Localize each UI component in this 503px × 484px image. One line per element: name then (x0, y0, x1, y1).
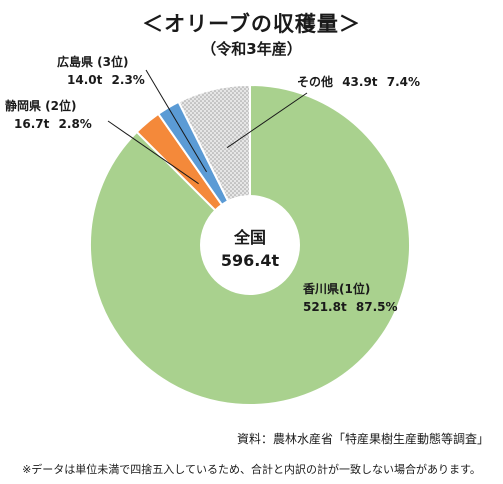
total-value: 596.4t (221, 251, 280, 270)
footnote-text: ※データは単位未満で四捨五入しているため、合計と内訳の計が一致しない場合がありま… (22, 463, 481, 476)
svg-text:16.7t 2.8%: 16.7t 2.8% (14, 117, 92, 131)
slice-percent-hiroshima: 2.3% (112, 73, 145, 87)
slice-label-other: その他 (297, 74, 333, 89)
slice-label-hiroshima: 広島県 (3位) (57, 54, 129, 69)
slice-label-kagawa: 香川県(1位) (302, 281, 370, 296)
leader-line-hiroshima (145, 69, 207, 173)
leader-line-other (226, 92, 308, 149)
leader-line-shizuoka (107, 120, 199, 185)
slice-percent-shizuoka: 2.8% (59, 117, 92, 131)
chart-subtitle: （令和3年産） (201, 40, 302, 58)
source-text: 資料：農林水産省「特産果樹生産動態等調査」 (236, 432, 489, 446)
svg-text:521.8t 87.5%: 521.8t 87.5% (303, 300, 398, 314)
slice-value-hiroshima: 14.0t (67, 73, 103, 87)
svg-text:14.0t 2.3%: 14.0t 2.3% (67, 73, 145, 87)
svg-text:その他 43.9t 7.4%: その他 43.9t 7.4% (297, 74, 420, 89)
slice-label-shizuoka: 静岡県 (2位) (5, 98, 77, 113)
chart-title: ＜オリーブの収穫量＞ (142, 12, 361, 36)
slice-percent-other: 7.4% (387, 75, 420, 89)
donut-hole (200, 195, 300, 295)
total-label: 全国 (233, 228, 266, 247)
slice-percent-kagawa: 87.5% (356, 300, 398, 314)
slice-value-kagawa: 521.8t (303, 300, 347, 314)
slice-value-shizuoka: 16.7t (14, 117, 50, 131)
slice-value-other: 43.9t (342, 75, 378, 89)
